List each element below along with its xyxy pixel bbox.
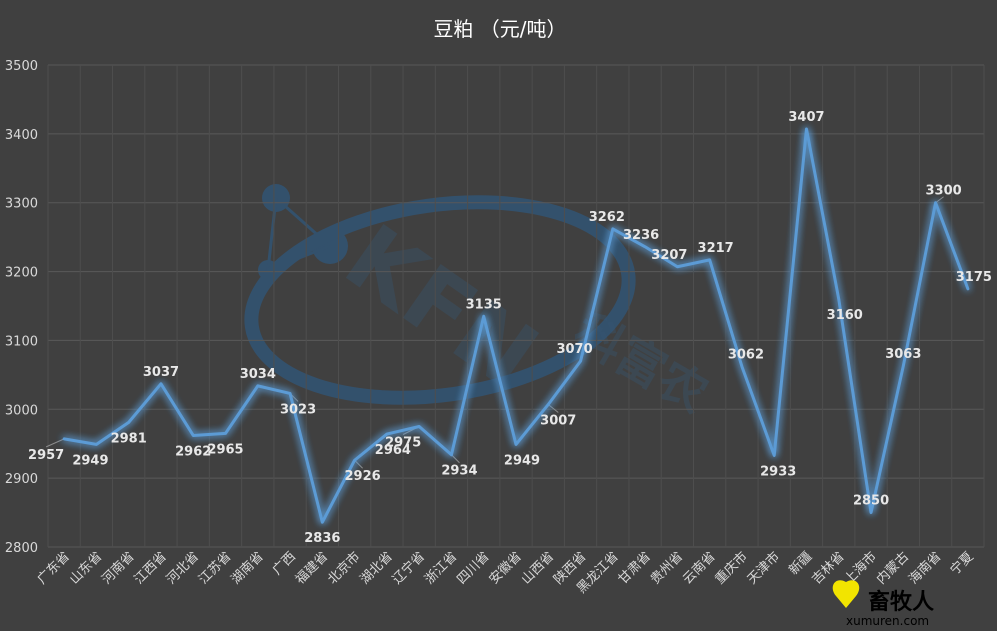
data-label: 3160 xyxy=(827,308,863,323)
series-group xyxy=(62,127,970,524)
y-tick-label: 3400 xyxy=(5,128,38,143)
x-tick-label: 江西省 xyxy=(132,549,170,587)
chart-title: 豆粕 （元/吨） xyxy=(433,17,566,41)
data-label: 3175 xyxy=(956,270,992,285)
data-label: 3023 xyxy=(280,402,316,417)
x-tick-label: 内蒙古 xyxy=(873,549,912,588)
series-line xyxy=(62,127,970,524)
data-label: 2965 xyxy=(207,442,243,457)
x-tick-label: 天津市 xyxy=(744,549,783,588)
data-label: 3300 xyxy=(925,184,961,199)
data-label: 2964 xyxy=(375,443,411,458)
data-label: 2836 xyxy=(304,531,340,546)
data-label: 2975 xyxy=(385,436,421,451)
data-label: 2850 xyxy=(853,494,889,509)
x-tick-label: 河南省 xyxy=(99,549,138,588)
x-tick-label: 重庆市 xyxy=(712,549,751,588)
x-tick-label: 宁夏 xyxy=(947,549,977,579)
data-label: 2933 xyxy=(760,464,796,479)
data-label: 3135 xyxy=(466,297,502,312)
data-label: 2981 xyxy=(111,431,147,446)
label-leader-line xyxy=(547,404,559,413)
label-leader-line xyxy=(451,454,460,464)
x-tick-label: 四川省 xyxy=(454,549,492,587)
data-label: 3063 xyxy=(885,347,921,362)
y-tick-label: 3500 xyxy=(5,59,38,74)
data-label: 3062 xyxy=(728,348,764,363)
x-tick-label: 山东省 xyxy=(67,549,105,587)
data-label: 3037 xyxy=(143,365,179,380)
y-axis: 2800 2900 3000 3100 3200 3300 3400 3500 xyxy=(5,59,38,556)
data-label: 3262 xyxy=(589,210,625,225)
y-tick-label: 3300 xyxy=(5,197,38,212)
data-label: 2949 xyxy=(72,453,108,468)
data-label: 3217 xyxy=(698,241,734,256)
logo-url: xumuren.com xyxy=(846,614,929,628)
x-tick-label: 江苏省 xyxy=(195,549,234,588)
data-labels: 2957 294929813037296229653034302328362926… xyxy=(28,110,992,546)
data-label: 3407 xyxy=(788,110,824,125)
data-label: 3007 xyxy=(540,413,576,428)
logo-text: 畜牧人 xyxy=(868,589,934,615)
x-tick-label: 福建省 xyxy=(293,549,331,587)
x-tick-label: 湖北省 xyxy=(358,549,396,587)
data-label: 2926 xyxy=(345,469,381,484)
x-tick-label: 海南省 xyxy=(906,549,945,588)
data-label: 3070 xyxy=(556,342,592,357)
data-label: 2957 xyxy=(28,448,64,463)
y-tick-label: 2800 xyxy=(5,541,38,556)
x-tick-label: 北京市 xyxy=(325,549,364,588)
watermark-cn-text: 科富农 xyxy=(564,303,717,424)
label-leader-line xyxy=(935,196,944,204)
data-label: 3207 xyxy=(651,248,687,263)
heart-icon xyxy=(832,580,860,608)
x-tick-label: 广东省 xyxy=(35,549,73,587)
x-tick-label: 河北省 xyxy=(164,549,202,587)
data-label: 2934 xyxy=(441,464,477,479)
data-label: 3034 xyxy=(240,367,276,382)
label-leader-line xyxy=(354,459,363,469)
x-tick-label: 辽宁省 xyxy=(389,549,428,588)
data-label: 2962 xyxy=(175,444,211,459)
y-tick-label: 2900 xyxy=(5,472,38,487)
label-leader-line xyxy=(45,438,65,448)
xumuren-logo: 畜牧人 xumuren.com xyxy=(832,580,934,628)
data-label: 3236 xyxy=(623,228,659,243)
x-tick-label: 安徽省 xyxy=(487,549,525,587)
data-label: 2949 xyxy=(504,453,540,468)
y-tick-label: 3200 xyxy=(5,266,38,281)
x-tick-label: 贵州省 xyxy=(648,549,686,587)
x-tick-label: 浙江省 xyxy=(422,549,460,587)
x-tick-label: 山西省 xyxy=(519,549,557,587)
y-tick-label: 3100 xyxy=(5,334,38,349)
x-tick-label: 甘肃省 xyxy=(616,549,654,587)
x-tick-label: 云南省 xyxy=(680,549,719,588)
x-tick-label: 新疆 xyxy=(786,549,816,579)
x-tick-label: 湖南省 xyxy=(228,549,267,588)
y-tick-label: 3000 xyxy=(5,403,38,418)
